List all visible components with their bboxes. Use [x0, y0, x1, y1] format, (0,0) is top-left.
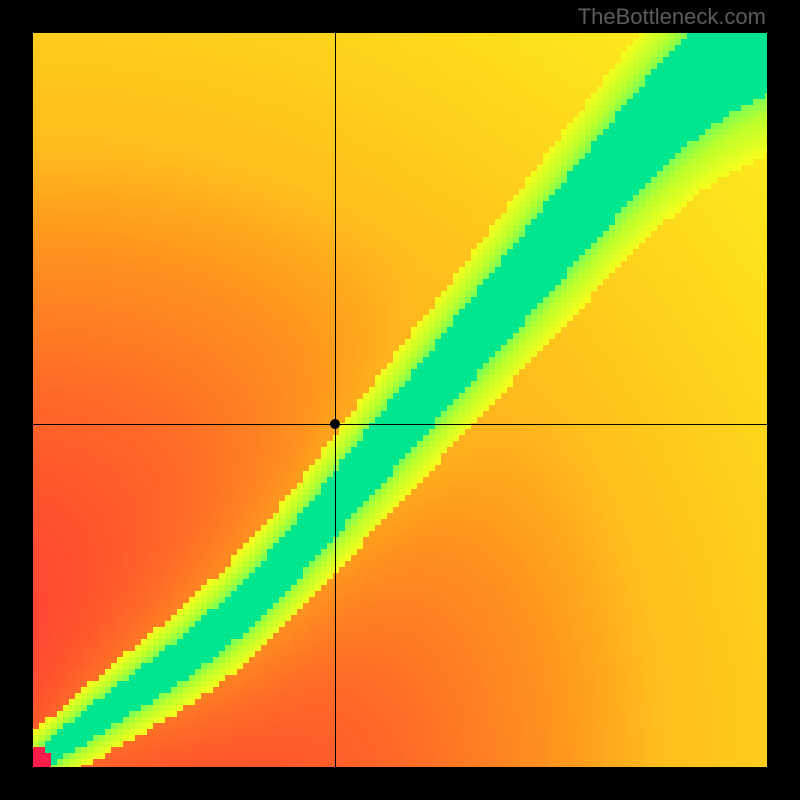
crosshair-vertical [335, 33, 336, 767]
crosshair-horizontal [33, 424, 767, 425]
chart-container: TheBottleneck.com [0, 0, 800, 800]
heatmap-canvas [33, 33, 767, 767]
watermark-text: TheBottleneck.com [578, 4, 766, 30]
